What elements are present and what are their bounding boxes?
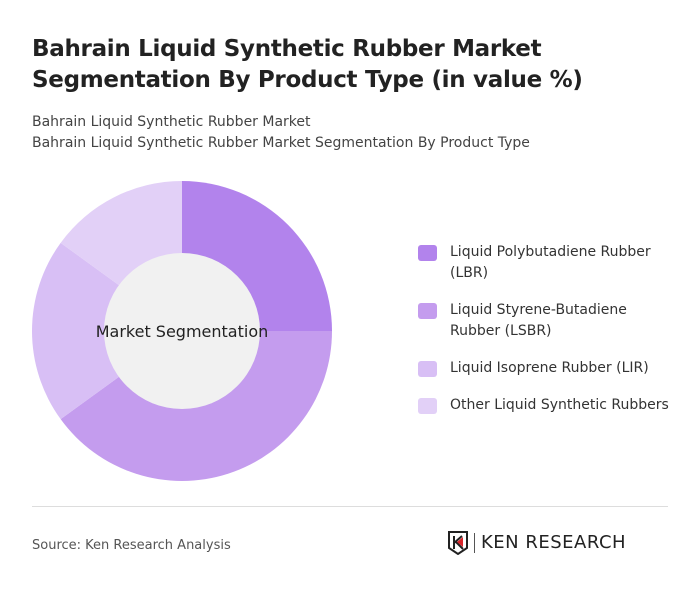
legend-item: Liquid Styrene-Butadiene Rubber (LSBR) — [418, 300, 678, 342]
legend-swatch — [418, 303, 437, 319]
legend: Liquid Polybutadiene Rubber (LBR) Liquid… — [418, 242, 678, 432]
chart-title: Bahrain Liquid Synthetic Rubber Market S… — [32, 36, 583, 93]
subtitle-segmentation: Bahrain Liquid Synthetic Rubber Market S… — [32, 135, 530, 151]
donut-chart: Market Segmentation — [31, 181, 332, 481]
legend-label: Liquid Styrene-Butadiene Rubber (LSBR) — [450, 302, 627, 339]
legend-item: Liquid Isoprene Rubber (LIR) — [418, 358, 678, 379]
legend-label: Liquid Polybutadiene Rubber (LBR) — [450, 244, 651, 281]
legend-item: Other Liquid Synthetic Rubbers — [418, 395, 678, 416]
legend-item: Liquid Polybutadiene Rubber (LBR) — [418, 242, 678, 284]
source-note: Source: Ken Research Analysis — [32, 538, 231, 553]
legend-swatch — [418, 398, 437, 414]
legend-label: Other Liquid Synthetic Rubbers — [450, 397, 669, 413]
legend-swatch — [418, 245, 437, 261]
logo-text: KEN RESEARCH — [474, 533, 626, 553]
divider — [32, 506, 668, 507]
donut-hole — [104, 253, 260, 409]
ken-research-logo: KEN RESEARCH — [448, 531, 626, 555]
ken-logo-icon — [448, 531, 468, 555]
legend-label: Liquid Isoprene Rubber (LIR) — [450, 360, 649, 376]
legend-swatch — [418, 361, 437, 377]
subtitle-market: Bahrain Liquid Synthetic Rubber Market — [32, 114, 311, 130]
center-label: Market Segmentation — [96, 322, 269, 341]
